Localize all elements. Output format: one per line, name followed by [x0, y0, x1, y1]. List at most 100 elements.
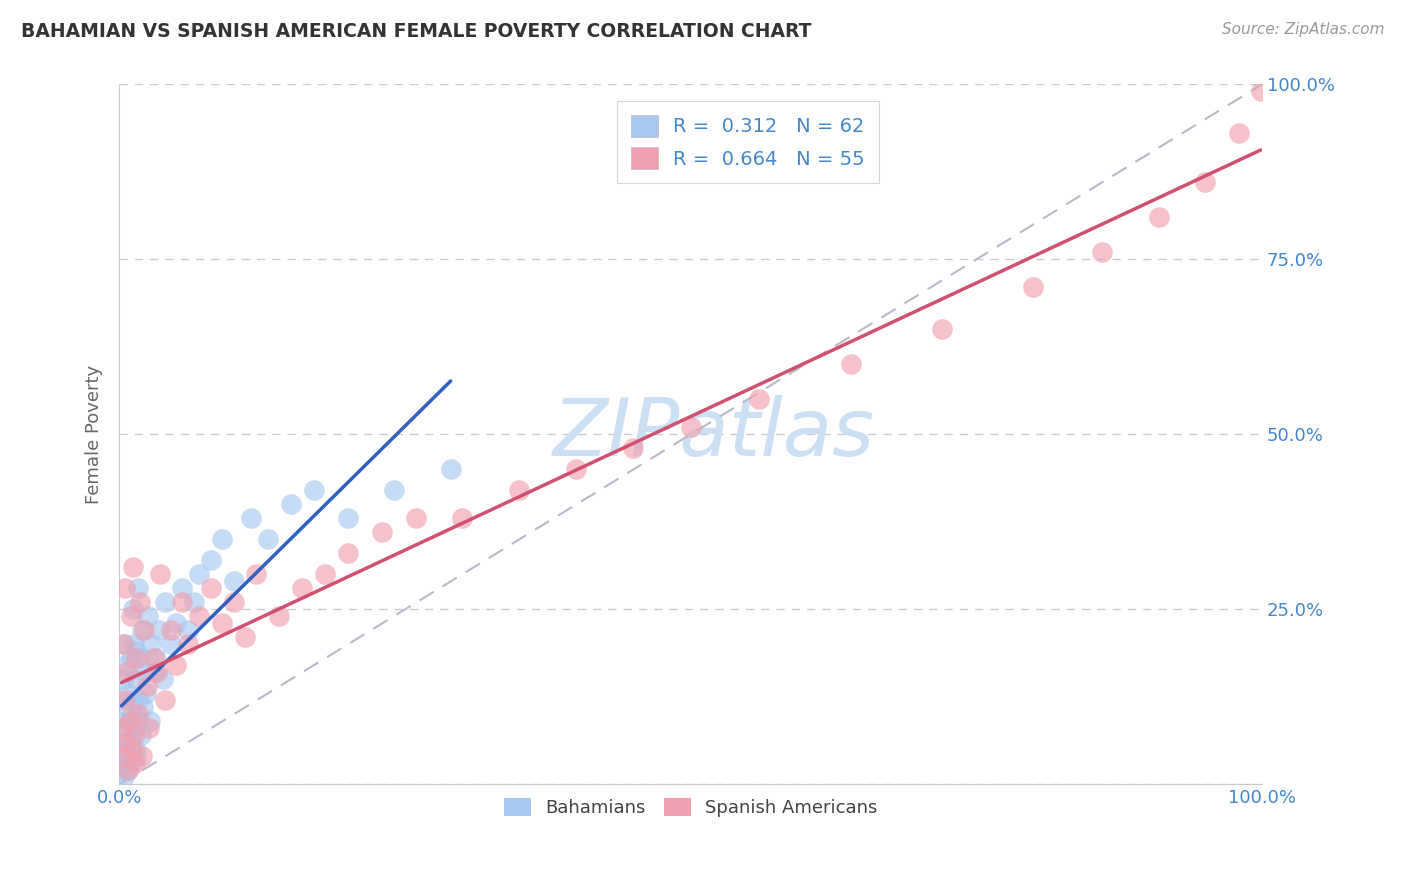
Point	[122, 707, 145, 722]
Point	[121, 742, 143, 756]
Point	[121, 693, 143, 707]
Point	[117, 749, 139, 764]
Point	[118, 714, 141, 729]
Point	[839, 358, 862, 372]
Point	[1227, 127, 1250, 141]
Point	[114, 756, 136, 771]
Point	[120, 609, 142, 624]
Point	[623, 442, 645, 456]
Point	[128, 651, 150, 665]
Point	[125, 749, 148, 764]
Point	[134, 624, 156, 638]
Point	[122, 722, 145, 736]
Point	[110, 764, 132, 778]
Point	[280, 498, 302, 512]
Point	[118, 714, 141, 729]
Point	[508, 483, 530, 498]
Point	[200, 553, 222, 567]
Text: BAHAMIAN VS SPANISH AMERICAN FEMALE POVERTY CORRELATION CHART: BAHAMIAN VS SPANISH AMERICAN FEMALE POVE…	[21, 22, 811, 41]
Point	[117, 764, 139, 778]
Point	[382, 483, 405, 498]
Point	[118, 735, 141, 749]
Point	[222, 574, 245, 589]
Point	[117, 700, 139, 714]
Point	[128, 714, 150, 729]
Point	[149, 567, 172, 582]
Point	[131, 749, 153, 764]
Point	[135, 686, 157, 700]
Point	[122, 637, 145, 651]
Point	[200, 582, 222, 596]
Point	[371, 525, 394, 540]
Point	[117, 764, 139, 778]
Point	[172, 595, 194, 609]
Point	[211, 533, 233, 547]
Point	[110, 722, 132, 736]
Point	[269, 609, 291, 624]
Point	[172, 582, 194, 596]
Point	[679, 420, 702, 434]
Point	[132, 700, 155, 714]
Point	[1250, 85, 1272, 99]
Point	[138, 722, 160, 736]
Point	[114, 582, 136, 596]
Point	[124, 742, 146, 756]
Point	[148, 624, 170, 638]
Point	[165, 658, 187, 673]
Point	[177, 637, 200, 651]
Point	[141, 637, 163, 651]
Point	[145, 651, 167, 665]
Point	[125, 644, 148, 658]
Point	[115, 714, 138, 729]
Point	[931, 322, 953, 336]
Point	[121, 756, 143, 771]
Point	[125, 651, 148, 665]
Point	[336, 511, 359, 525]
Point	[122, 560, 145, 574]
Y-axis label: Female Poverty: Female Poverty	[86, 365, 103, 504]
Point	[239, 511, 262, 525]
Point	[440, 462, 463, 476]
Point	[405, 511, 427, 525]
Point	[177, 624, 200, 638]
Point	[1091, 245, 1114, 260]
Point	[451, 511, 474, 525]
Point	[565, 462, 588, 476]
Point	[291, 582, 314, 596]
Point	[1194, 176, 1216, 190]
Point	[302, 483, 325, 498]
Point	[115, 658, 138, 673]
Point	[120, 742, 142, 756]
Point	[188, 567, 211, 582]
Point	[127, 582, 149, 596]
Point	[114, 637, 136, 651]
Point	[112, 722, 135, 736]
Point	[146, 665, 169, 680]
Point	[124, 673, 146, 687]
Legend: Bahamians, Spanish Americans: Bahamians, Spanish Americans	[496, 790, 884, 824]
Text: ZIPatlas: ZIPatlas	[553, 395, 875, 474]
Point	[211, 616, 233, 631]
Point	[159, 624, 181, 638]
Point	[134, 665, 156, 680]
Point	[114, 735, 136, 749]
Point	[1022, 280, 1045, 294]
Point	[120, 651, 142, 665]
Point	[336, 546, 359, 560]
Point	[117, 686, 139, 700]
Point	[152, 673, 174, 687]
Point	[111, 742, 134, 756]
Point	[115, 735, 138, 749]
Point	[122, 728, 145, 742]
Point	[153, 595, 176, 609]
Point	[129, 728, 152, 742]
Point	[139, 714, 162, 729]
Point	[127, 707, 149, 722]
Point	[111, 673, 134, 687]
Point	[131, 624, 153, 638]
Point	[1147, 211, 1170, 225]
Point	[314, 567, 336, 582]
Point	[222, 595, 245, 609]
Point	[136, 609, 159, 624]
Point	[256, 533, 278, 547]
